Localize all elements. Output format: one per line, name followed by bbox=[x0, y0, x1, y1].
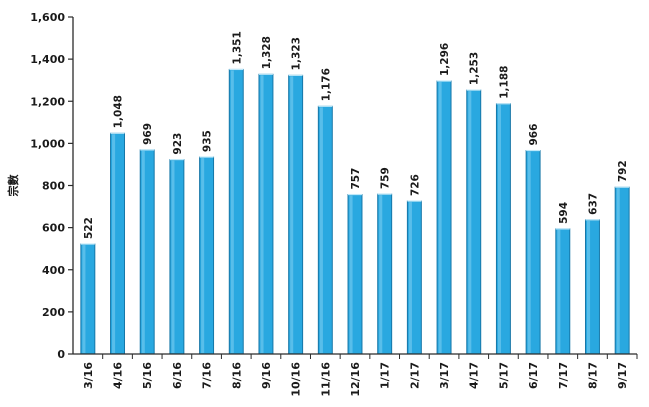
bar bbox=[110, 132, 126, 355]
x-axis-ticks: 3/16 4/16 5/16 6/16 7/16 8/16 9/16 10/16 11/16 12… bbox=[82, 354, 638, 397]
x-tick-label: 8/16 bbox=[230, 362, 243, 389]
data-label: 1,328 bbox=[261, 36, 273, 69]
bar bbox=[495, 103, 511, 355]
x-tick-label: 1/17 bbox=[379, 362, 392, 389]
x-tick-label: 4/17 bbox=[468, 362, 481, 389]
x-tick-label: 9/16 bbox=[260, 362, 273, 389]
bar bbox=[288, 74, 304, 355]
bar-highlight bbox=[527, 151, 531, 353]
bar-highlight bbox=[141, 150, 145, 353]
x-tick-label: 5/17 bbox=[497, 362, 510, 389]
bar bbox=[317, 105, 333, 355]
bar bbox=[555, 228, 571, 355]
bar-highlight bbox=[201, 158, 205, 353]
x-tick-label: 8/17 bbox=[586, 362, 599, 389]
bar-highlight bbox=[497, 104, 502, 353]
bar-highlight bbox=[171, 160, 175, 353]
x-tick-label: 5/16 bbox=[141, 362, 154, 389]
x-tick-label: 9/17 bbox=[616, 362, 629, 389]
data-label: 1,351 bbox=[231, 31, 243, 64]
bar-highlight bbox=[408, 202, 412, 353]
data-label: 594 bbox=[558, 202, 570, 224]
bar bbox=[347, 193, 363, 355]
bar-highlight bbox=[260, 75, 264, 353]
data-label: 792 bbox=[617, 160, 629, 182]
bar-series bbox=[80, 68, 630, 355]
data-labels: 522 1,048 969 923 935 1,351 1,328 1,323 1,176 757… bbox=[83, 31, 629, 239]
x-tick-label: 6/16 bbox=[171, 362, 184, 389]
data-label: 923 bbox=[172, 133, 184, 155]
data-label: 935 bbox=[202, 130, 214, 152]
x-tick-label: 7/17 bbox=[557, 362, 570, 389]
x-tick-label: 7/16 bbox=[201, 362, 214, 389]
data-label: 969 bbox=[142, 123, 154, 145]
bar bbox=[377, 193, 393, 355]
bar bbox=[466, 89, 482, 355]
data-label: 726 bbox=[409, 174, 421, 196]
bar-highlight bbox=[319, 107, 323, 354]
x-tick-label: 3/17 bbox=[438, 362, 451, 389]
y-tick-label: 400 bbox=[42, 264, 65, 277]
y-tick-label: 200 bbox=[42, 306, 65, 319]
data-label: 1,048 bbox=[113, 95, 125, 128]
bar bbox=[139, 149, 155, 355]
x-tick-label: 10/16 bbox=[290, 362, 303, 397]
data-label: 1,188 bbox=[498, 66, 510, 99]
bar bbox=[614, 186, 630, 355]
x-tick-label: 6/17 bbox=[527, 362, 540, 389]
bar-highlight bbox=[438, 82, 442, 353]
data-label: 637 bbox=[587, 193, 599, 215]
y-tick-label: 1,000 bbox=[30, 137, 65, 150]
data-label: 757 bbox=[350, 168, 362, 190]
bar-highlight bbox=[349, 195, 353, 353]
y-tick-label: 1,200 bbox=[30, 95, 65, 108]
bar bbox=[258, 73, 274, 355]
bar-highlight bbox=[557, 229, 561, 353]
bar-highlight bbox=[112, 134, 116, 353]
x-tick-label: 3/16 bbox=[82, 362, 95, 389]
bar-highlight bbox=[230, 70, 234, 354]
bar-highlight bbox=[379, 195, 383, 353]
data-label: 759 bbox=[380, 167, 392, 189]
data-label: 1,296 bbox=[439, 43, 451, 76]
x-tick-label: 2/17 bbox=[408, 362, 421, 389]
x-tick-label: 11/16 bbox=[319, 362, 332, 397]
bar bbox=[436, 80, 452, 355]
y-tick-label: 800 bbox=[42, 180, 65, 193]
x-tick-label: 12/16 bbox=[349, 362, 362, 397]
bar bbox=[228, 68, 244, 355]
data-label: 1,323 bbox=[291, 37, 303, 70]
bar bbox=[406, 200, 422, 355]
data-label: 522 bbox=[83, 217, 95, 239]
bar-highlight bbox=[290, 76, 294, 353]
bar-highlight bbox=[616, 188, 620, 353]
bar bbox=[584, 219, 600, 355]
y-tick-label: 600 bbox=[42, 222, 65, 235]
x-tick-label: 4/16 bbox=[112, 362, 125, 389]
y-axis-title: 宗數 bbox=[6, 175, 20, 197]
y-tick-label: 1,400 bbox=[30, 53, 65, 66]
y-tick-label: 1,600 bbox=[30, 11, 65, 24]
y-axis-ticks: 0 200 400 600 800 1,000 1,200 1,400 1,600 bbox=[30, 11, 73, 361]
bar-highlight bbox=[468, 91, 472, 353]
y-tick-label: 0 bbox=[57, 348, 65, 361]
data-label: 1,253 bbox=[469, 52, 481, 85]
bar-highlight bbox=[586, 220, 591, 353]
bar bbox=[199, 156, 215, 355]
bar-highlight bbox=[82, 245, 86, 353]
data-label: 966 bbox=[528, 124, 540, 146]
data-label: 1,176 bbox=[320, 68, 332, 101]
bar bbox=[525, 149, 541, 355]
bar bbox=[80, 243, 96, 355]
bar bbox=[169, 158, 185, 355]
